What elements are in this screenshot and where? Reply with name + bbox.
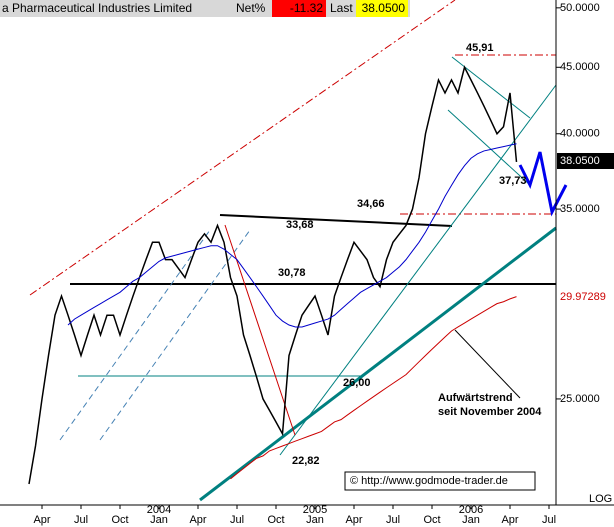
net-box [272,0,326,17]
trend-line [219,214,453,227]
x-tick-label: Jul [230,514,244,526]
price-line [28,65,518,485]
copyright-box [344,471,536,491]
y-tick-label: 40.0000 [560,128,600,140]
net-value: -11.32 [290,1,323,15]
x-tick-label: Oct [267,514,284,526]
last-box [356,0,408,17]
price-line [230,296,517,480]
x-year-label: 2006 [459,504,483,516]
annotation: © http://www.godmode-trader.de [350,475,508,487]
annotation-pointer [454,329,521,399]
x-tick-label: Jan [150,514,168,526]
trend-line [279,84,557,456]
x-tick-label: Apr [345,514,362,526]
annotation: seit November 2004 [438,406,542,418]
annotation: 33,68 [286,219,314,231]
trend-lines [29,0,568,502]
annotation: Aufwärtstrend [438,392,513,404]
trend-line [29,0,456,296]
y-tick-label: 50.0000 [560,2,600,14]
x-year-label: 2005 [303,504,327,516]
annotation: 26,00 [343,377,371,389]
last-label: Last [330,1,353,15]
y-tick-label: 25.0000 [560,393,600,405]
x-tick-label: Jul [74,514,88,526]
last-price-box [557,153,614,169]
price-line [67,143,517,328]
forecast-arrow [518,151,568,217]
ma-label: 29.97289 [560,291,606,303]
x-year-label: 2004 [147,504,171,516]
x-tick-label: Jan [306,514,324,526]
x-tick-label: Oct [423,514,440,526]
x-tick-label: Oct [111,514,128,526]
channel-line [59,229,211,441]
x-tick-label: Jan [462,514,480,526]
last-value: 38.0500 [362,1,406,15]
y-tick-label: 35.0000 [560,203,600,215]
annotation: 22,82 [292,455,320,467]
annotation: 30,78 [278,267,306,279]
x-tick-label: Apr [501,514,518,526]
annotation: 37,73 [499,175,527,187]
last-price-label: 38.0500 [560,155,600,167]
channel-line [99,229,251,441]
x-tick-label: Apr [189,514,206,526]
annotation: 45,91 [466,42,494,54]
uptrend-line [199,226,557,502]
x-tick-label: Apr [33,514,50,526]
x-tick-label: Jul [542,514,556,526]
scale-label: LOG [589,493,612,505]
net-label: Net% [236,1,266,15]
channel-line [447,109,531,186]
annotation: 34,66 [357,198,385,210]
y-tick-label: 45.0000 [560,61,600,73]
stock-name: a Pharmaceutical Industries Limited [2,1,192,15]
header: a Pharmaceutical Industries Limited Net%… [0,0,410,17]
x-tick-label: Jul [386,514,400,526]
